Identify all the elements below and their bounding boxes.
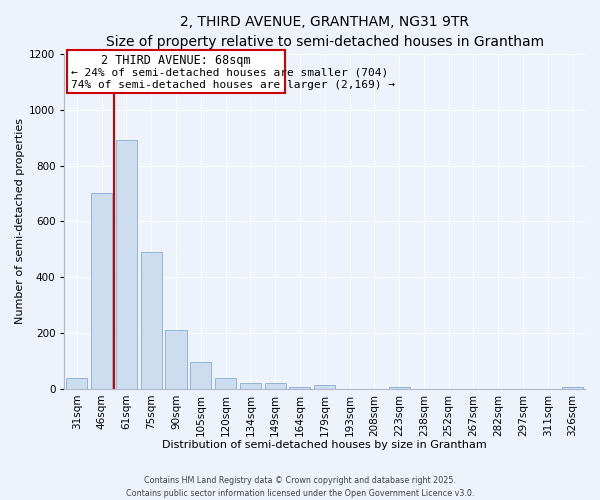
Text: ← 24% of semi-detached houses are smaller (704): ← 24% of semi-detached houses are smalle… xyxy=(71,68,388,78)
Bar xyxy=(67,378,88,389)
Bar xyxy=(116,140,137,389)
Bar xyxy=(91,194,112,389)
Bar xyxy=(289,388,310,389)
Bar xyxy=(389,388,410,389)
Bar xyxy=(314,384,335,389)
Bar xyxy=(240,384,261,389)
FancyBboxPatch shape xyxy=(67,50,285,93)
Title: 2, THIRD AVENUE, GRANTHAM, NG31 9TR
Size of property relative to semi-detached h: 2, THIRD AVENUE, GRANTHAM, NG31 9TR Size… xyxy=(106,15,544,48)
Bar xyxy=(140,252,162,389)
Bar xyxy=(265,384,286,389)
Bar xyxy=(166,330,187,389)
X-axis label: Distribution of semi-detached houses by size in Grantham: Distribution of semi-detached houses by … xyxy=(163,440,487,450)
Text: 2 THIRD AVENUE: 68sqm: 2 THIRD AVENUE: 68sqm xyxy=(101,54,251,67)
Y-axis label: Number of semi-detached properties: Number of semi-detached properties xyxy=(15,118,25,324)
Text: Contains HM Land Registry data © Crown copyright and database right 2025.
Contai: Contains HM Land Registry data © Crown c… xyxy=(126,476,474,498)
Bar xyxy=(190,362,211,389)
Bar xyxy=(562,388,583,389)
Text: 74% of semi-detached houses are larger (2,169) →: 74% of semi-detached houses are larger (… xyxy=(71,80,395,90)
Bar xyxy=(215,378,236,389)
